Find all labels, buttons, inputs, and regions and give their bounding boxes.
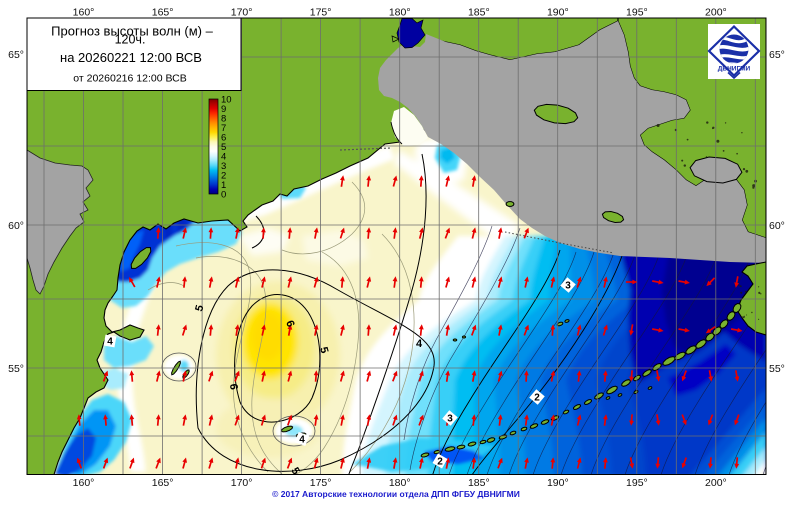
svg-text:60°: 60° [8, 220, 24, 232]
svg-text:120ч.: 120ч. [115, 33, 146, 47]
svg-text:190°: 190° [547, 477, 569, 489]
svg-text:185°: 185° [468, 7, 490, 19]
svg-text:200°: 200° [705, 7, 727, 19]
svg-text:165°: 165° [152, 477, 174, 489]
svg-text:180°: 180° [389, 477, 411, 489]
svg-text:170°: 170° [231, 7, 253, 19]
svg-text:175°: 175° [310, 477, 332, 489]
svg-text:60°: 60° [769, 220, 785, 232]
svg-text:185°: 185° [468, 477, 490, 489]
svg-text:6: 6 [227, 383, 239, 390]
svg-text:4: 4 [107, 337, 113, 348]
svg-text:55°: 55° [8, 363, 24, 375]
svg-text:195°: 195° [626, 7, 648, 19]
svg-text:4: 4 [416, 338, 423, 350]
svg-text:65°: 65° [769, 49, 785, 61]
svg-text:65°: 65° [8, 49, 24, 61]
svg-text:ДВНИГМИ: ДВНИГМИ [718, 66, 751, 73]
svg-text:190°: 190° [547, 7, 569, 19]
svg-text:0: 0 [221, 190, 226, 201]
svg-text:200°: 200° [705, 477, 727, 489]
svg-text:195°: 195° [626, 477, 648, 489]
svg-text:160°: 160° [73, 477, 95, 489]
svg-text:175°: 175° [310, 7, 332, 19]
svg-text:на 20260221 12:00 ВСВ: на 20260221 12:00 ВСВ [60, 50, 202, 65]
svg-text:160°: 160° [73, 7, 95, 19]
svg-text:3: 3 [447, 414, 453, 425]
svg-text:2: 2 [437, 457, 443, 468]
svg-text:2: 2 [534, 393, 540, 404]
svg-text:от 20260216 12:00 ВСВ: от 20260216 12:00 ВСВ [73, 73, 186, 85]
svg-text:170°: 170° [231, 477, 253, 489]
svg-text:© 2017 Авторские технологии от: © 2017 Авторские технологии отдела ДПП Ф… [272, 489, 520, 499]
svg-text:180°: 180° [389, 7, 411, 19]
svg-text:55°: 55° [769, 363, 785, 375]
svg-text:4: 4 [299, 435, 305, 446]
svg-text:165°: 165° [152, 7, 174, 19]
svg-text:3: 3 [565, 281, 571, 292]
